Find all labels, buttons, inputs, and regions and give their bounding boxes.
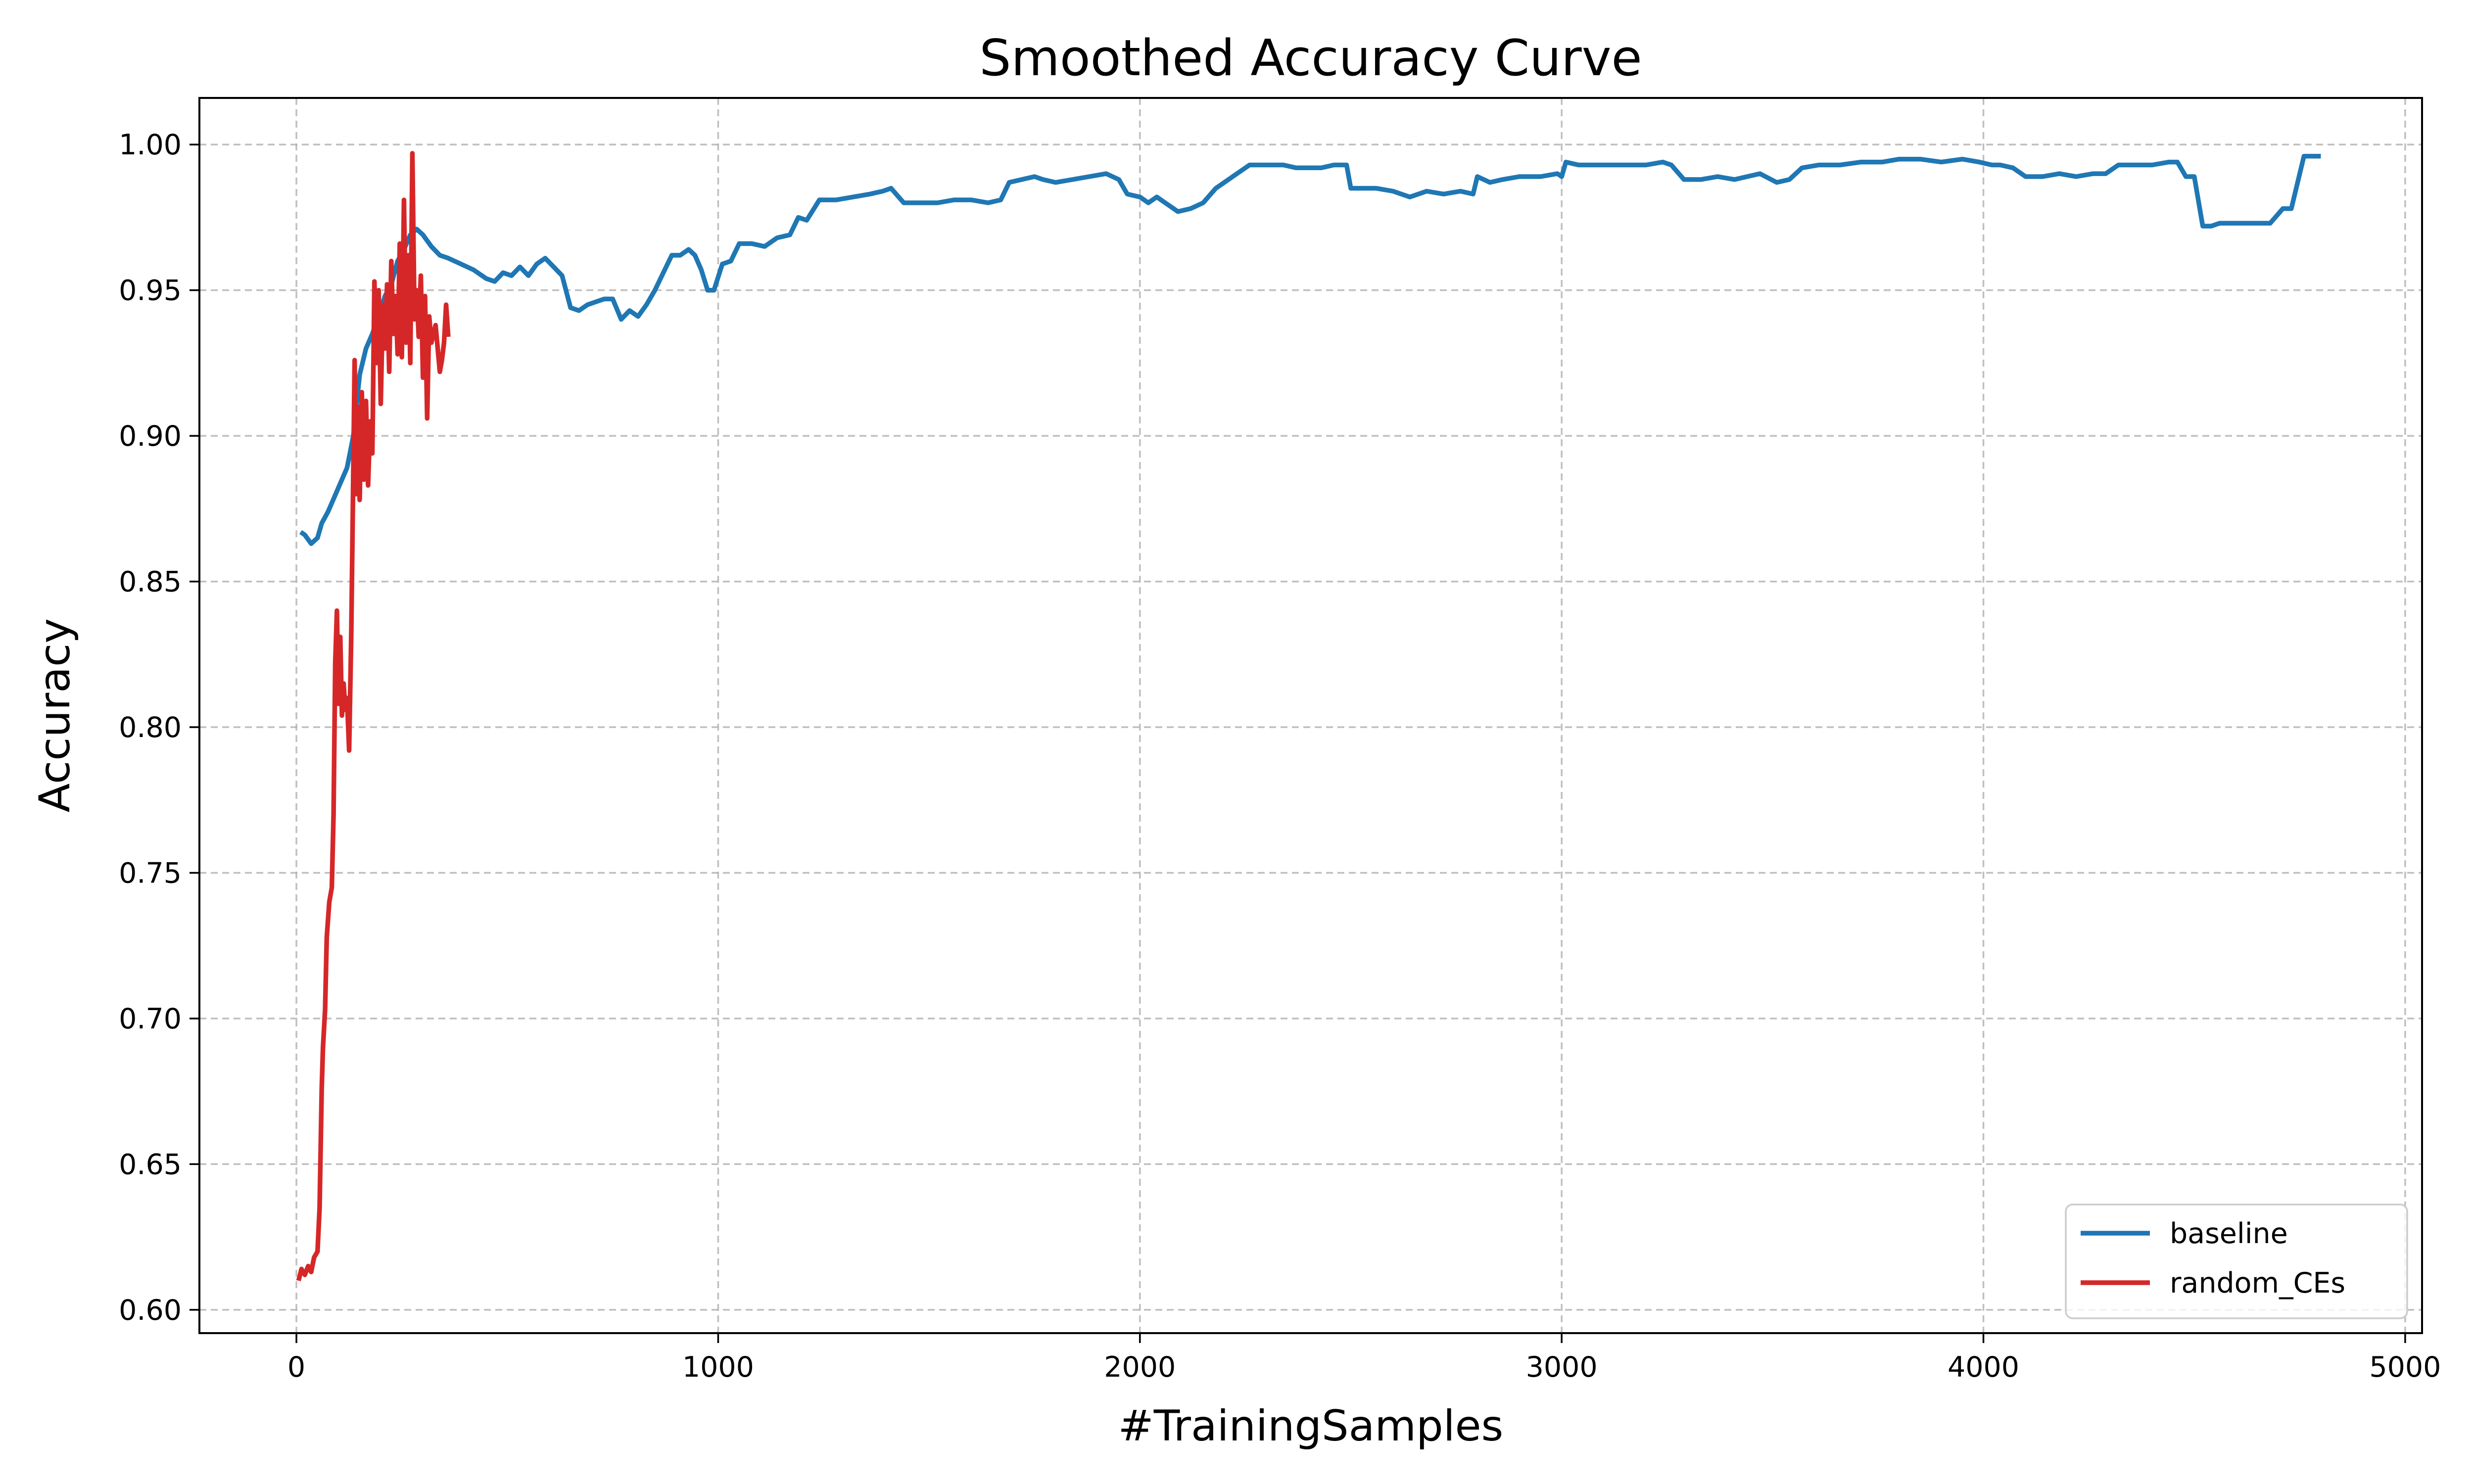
plot-frame [198, 97, 2423, 1334]
legend-label: baseline [2170, 1217, 2288, 1250]
grid-lines [199, 98, 2422, 1333]
legend: baseline random_CEs [2065, 1204, 2408, 1319]
series-lines [296, 151, 2321, 1282]
y-tick-label: 0.95 [119, 275, 182, 307]
x-tick-label: 2000 [1104, 1351, 1176, 1384]
chart-title: Smoothed Accuracy Curve [979, 29, 1642, 87]
y-tick-label: 0.90 [119, 420, 182, 453]
x-axis-label: #TrainingSamples [1118, 1401, 1504, 1451]
y-tick-label: 0.80 [119, 711, 182, 744]
series-line-baseline [299, 154, 2321, 546]
y-tick-label: 0.70 [119, 1003, 182, 1035]
x-tick-label: 1000 [682, 1351, 754, 1384]
series-line-random-ces [296, 151, 451, 1282]
x-tick-label: 3000 [1526, 1351, 1598, 1384]
y-tick-label: 1.00 [119, 129, 182, 161]
y-axis-label: Accuracy [30, 618, 80, 813]
legend-label: random_CEs [2170, 1267, 2345, 1299]
y-tick-label: 0.65 [119, 1148, 182, 1181]
y-tick-label: 0.85 [119, 566, 182, 599]
axis-ticks: 0 1000 2000 3000 4000 5000 0.60 0.65 0.70 0.75 0.8… [119, 129, 2441, 1384]
y-tick-label: 0.60 [119, 1294, 182, 1327]
x-tick-label: 0 [287, 1351, 305, 1384]
legend-box [2065, 1204, 2408, 1319]
x-tick-label: 4000 [1948, 1351, 2019, 1384]
x-tick-label: 5000 [2369, 1351, 2441, 1384]
y-tick-label: 0.75 [119, 857, 182, 890]
